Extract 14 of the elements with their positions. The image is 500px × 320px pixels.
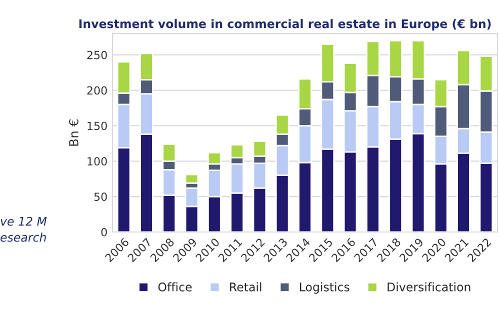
legend-label: Retail [230,282,262,292]
legend-label: Logistics [300,282,350,294]
y-tick-label: 0 [101,228,107,236]
legend-label: Office [158,282,192,292]
legend-label: Diversification [388,282,470,292]
y-tick-label: 100 [88,157,107,166]
y-tick-label: 50 [94,192,107,201]
text: ve 12 M [0,216,47,226]
text: esearch [0,232,46,242]
y-tick-label: 250 [87,50,107,60]
chart-title: Investment volume in commercial real estate in Europe (€ bn) [79,19,491,30]
y-tick-label: 150 [88,122,107,130]
y-tick-label: 200 [87,86,107,95]
y-axis-title: Bn € [69,119,78,146]
